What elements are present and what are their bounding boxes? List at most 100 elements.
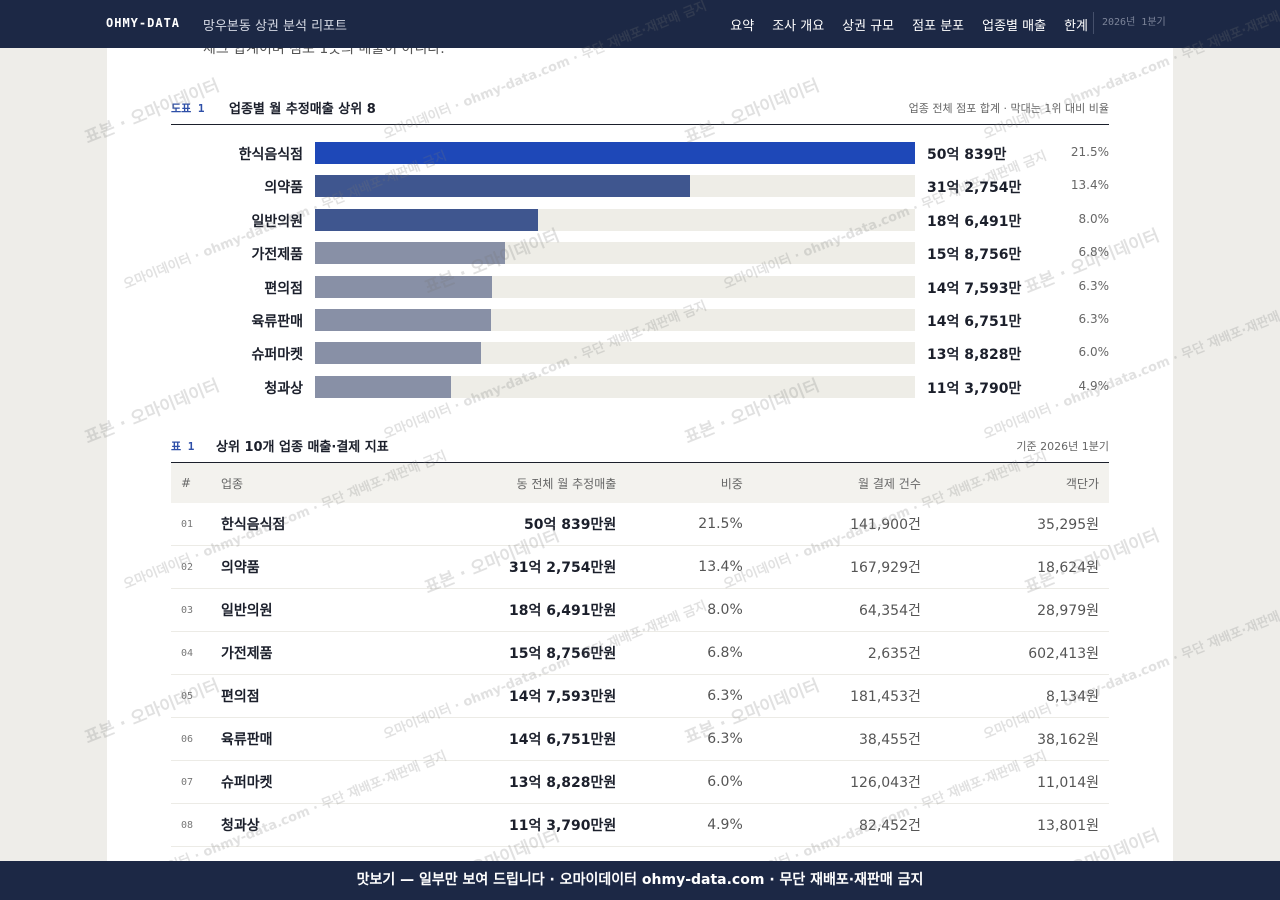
category-label: 한식음식점 <box>238 147 303 163</box>
table-cell: 07 <box>171 760 211 804</box>
table-note: 기준 2026년 1분기 <box>1016 440 1109 453</box>
column-header: 업종 <box>211 463 377 503</box>
table-cell: 4.9% <box>626 803 753 847</box>
table-cell: 13,801원 <box>930 803 1109 847</box>
nav-links: 요약 조사 개요 상권 규모 점포 분포 업종별 매출 한계 <box>730 15 1088 34</box>
share-label: 4.9% <box>1078 378 1110 393</box>
header-row: # 업종 동 전체 월 추정매출 비중 월 결제 건수 객단가 <box>171 463 1109 503</box>
bar <box>315 142 915 164</box>
table-cell: 602,413원 <box>930 631 1109 675</box>
table-cell: 38,162원 <box>930 717 1109 761</box>
table-row: 08 청과상 11억 3,790만원 4.9% 82,452건 13,801원 <box>171 803 1109 847</box>
bar-row: 일반의원 18억 6,491만 8.0% <box>171 208 1109 231</box>
nav-link[interactable]: 한계 <box>1064 19 1088 34</box>
table-cell: 08 <box>171 803 211 847</box>
bar-row: 슈퍼마켓 13억 8,828만 6.0% <box>171 342 1110 365</box>
nav-link[interactable]: 요약 <box>730 19 755 34</box>
table-cell: 126,043건 <box>752 760 931 804</box>
nav-link[interactable]: 업종별 매출 <box>982 19 1047 34</box>
bar-track <box>315 275 915 298</box>
column-header: 비중 <box>626 463 753 503</box>
table-cell: 38,455건 <box>752 717 931 761</box>
share-label: 6.0% <box>1078 345 1110 360</box>
bar-track <box>315 375 915 398</box>
figure-note: 업종 전체 점포 합계 · 막대는 1위 대비 비율 <box>908 102 1109 115</box>
category-label: 가전제품 <box>251 247 303 264</box>
table-cell: 04 <box>171 631 211 675</box>
table-row: 06 육류판매 14억 6,751만원 6.3% 38,455건 38,162원 <box>171 717 1109 761</box>
bar-row: 가전제품 15억 8,756만 6.8% <box>171 242 1110 265</box>
value-label: 14억 6,751만 <box>927 314 1022 330</box>
data-table: # 업종 동 전체 월 추정매출 비중 월 결제 건수 객단가 01 한식음식점 50억 839… <box>171 463 1109 847</box>
bar <box>315 242 506 265</box>
category-label: 편의점 <box>264 280 303 297</box>
bar-row: 의약품 31억 2,754만 13.4% <box>171 175 1109 198</box>
table-cell: 21.5% <box>626 503 753 546</box>
table-cell: 의약품 <box>211 545 377 589</box>
table-cell: 01 <box>171 503 211 546</box>
table-cell: 8.0% <box>626 588 753 632</box>
table-cell: 13억 8,828만원 <box>376 760 627 804</box>
share-label: 6.3% <box>1078 278 1110 293</box>
column-header: # <box>171 463 211 503</box>
footer-banner: 맛보기 — 일부만 보여 드립니다 · 오마이데이터 ohmy-data.com… <box>0 861 1280 900</box>
table-row: 04 가전제품 15억 8,756만원 6.8% 2,635건 602,413원 <box>171 631 1109 675</box>
table-cell: 31억 2,754만원 <box>376 545 627 589</box>
table-cell: 슈퍼마켓 <box>211 760 377 804</box>
intro-text: 체크 합계이며 점포 1곳의 매출이 아니다. <box>203 48 445 57</box>
table-label: 표 1 <box>171 440 195 453</box>
table-cell: 13.4% <box>626 545 753 589</box>
bar-row: 청과상 11억 3,790만 4.9% <box>171 375 1110 398</box>
bar <box>315 309 491 331</box>
bar-track <box>315 309 915 331</box>
column-header: 월 결제 건수 <box>752 463 931 503</box>
table-cell: 가전제품 <box>211 631 377 675</box>
table-cell: 03 <box>171 588 211 632</box>
table-cell: 05 <box>171 674 211 718</box>
nav-link[interactable]: 상권 규모 <box>842 19 895 34</box>
table-cell: 02 <box>171 545 211 589</box>
share-label: 6.3% <box>1078 312 1110 326</box>
table-cell: 11억 3,790만원 <box>376 803 627 847</box>
table-cell: 11,014원 <box>930 760 1109 804</box>
table-cell: 일반의원 <box>211 588 377 632</box>
table-cell: 35,295원 <box>930 503 1109 546</box>
nav-link[interactable]: 점포 분포 <box>912 19 965 34</box>
table-cell: 편의점 <box>211 674 377 718</box>
nav-link[interactable]: 조사 개요 <box>772 19 825 34</box>
bar-track <box>315 342 915 365</box>
table-cell: 육류판매 <box>211 717 377 761</box>
share-label: 13.4% <box>1070 178 1109 193</box>
category-label: 슈퍼마켓 <box>251 347 303 364</box>
brand[interactable]: OHMY-DATA <box>106 16 181 30</box>
table-cell: 2,635건 <box>752 631 931 675</box>
table-row: 05 편의점 14억 7,593만원 6.3% 181,453건 8,134원 <box>171 674 1109 718</box>
table-header: 표 1 상위 10개 업종 매출·결제 지표 기준 2026년 1분기 <box>171 436 1109 463</box>
table-title: 상위 10개 업종 매출·결제 지표 <box>216 440 389 455</box>
table-cell: 141,900건 <box>752 503 931 546</box>
report-card: 체크 합계이며 점포 1곳의 매출이 아니다. 도표 1 업종별 월 추정매출 … <box>107 48 1173 861</box>
value-label: 18억 6,491만 <box>927 213 1022 230</box>
table-cell: 14억 7,593만원 <box>376 674 627 718</box>
bar <box>315 375 452 398</box>
value-label: 11억 3,790만 <box>927 380 1022 397</box>
table-row: 07 슈퍼마켓 13억 8,828만원 6.0% 126,043건 11,014원 <box>171 760 1109 804</box>
table-cell: 14억 6,751만원 <box>376 717 627 761</box>
bar-row: 편의점 14억 7,593만 6.3% <box>171 275 1110 298</box>
table-cell: 28,979원 <box>930 588 1109 632</box>
table-cell: 82,452건 <box>752 803 931 847</box>
bar-row: 육류판매 14억 6,751만 6.3% <box>171 309 1109 331</box>
category-label: 의약품 <box>264 180 303 197</box>
value-label: 31억 2,754만 <box>927 180 1022 197</box>
figure-title: 업종별 월 추정매출 상위 8 <box>229 102 376 117</box>
report-title: 망우본동 상권 분석 리포트 <box>203 19 347 34</box>
column-header: 동 전체 월 추정매출 <box>376 463 627 503</box>
column-header: 객단가 <box>930 463 1109 503</box>
value-label: 14억 7,593만 <box>927 280 1022 297</box>
bar-track <box>315 242 915 265</box>
table-cell: 6.3% <box>626 674 753 718</box>
share-label: 6.8% <box>1078 245 1110 260</box>
table-cell: 50억 839만원 <box>376 503 627 546</box>
table-cell: 06 <box>171 717 211 761</box>
table-cell: 18억 6,491만원 <box>376 588 627 632</box>
